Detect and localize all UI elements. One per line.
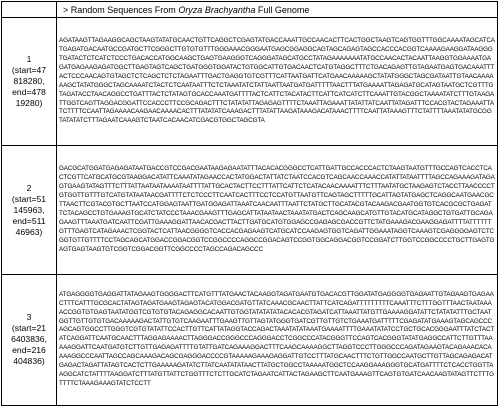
row-number: 3 — [26, 312, 32, 323]
sequence-text: GACGCATGGATGAGAGATAATGACCGTCCGACGAATAAGA… — [59, 165, 495, 253]
sequence-text: ATGAGGGGTGAGGATTATAGAAGTGGGGACTTCATGTTTA… — [59, 290, 495, 387]
row-range-line: 6403836, — [11, 334, 47, 345]
header-title-cell: > Random Sequences From Oryza Brachyanth… — [56, 0, 498, 19]
header-prefix: > Random Sequences From — [63, 4, 179, 15]
sequence-text: AGATAAGTTAGAAGGCAGCTAAGTATATGCAACTGTTCAG… — [59, 37, 495, 125]
row-range-line: 818280, — [13, 76, 45, 87]
header-empty-cell — [1, 0, 57, 19]
row-number: 1 — [26, 54, 32, 65]
row-range-line: end=216 — [12, 345, 46, 356]
row-label-cell: 1 (start=47 818280, end=478 19280) — [1, 17, 57, 147]
row-range-line: (start=51 — [11, 193, 47, 204]
row-range-line: (start=47 — [11, 65, 47, 76]
row-range-line: 145963, — [13, 204, 45, 215]
row-range-line: (start=21 — [11, 323, 47, 334]
sequence-cell: AGATAAGTTAGAAGGCAGCTAAGTATATGCAACTGTTCAG… — [56, 17, 498, 147]
row-range-line: end=511 — [12, 215, 46, 226]
table-row: 2 (start=51 145963, end=511 46963) GACGC… — [1, 145, 498, 275]
row-range-line: 19280) — [15, 98, 43, 109]
table-row: 1 (start=47 818280, end=478 19280) AGATA… — [1, 17, 498, 147]
sequence-cell: ATGAGGGGTGAGGATTATAGAAGTGGGGACTTCATGTTTA… — [56, 273, 498, 407]
header-organism: Oryza Brachyantha — [178, 4, 256, 15]
sequence-cell: GACGCATGGATGAGAGATAATGACCGTCCGACGAATAAGA… — [56, 145, 498, 275]
table-header-row: > Random Sequences From Oryza Brachyanth… — [1, 0, 498, 19]
row-label-cell: 3 (start=21 6403836, end=216 404836) — [1, 273, 57, 407]
table-row: 3 (start=21 6403836, end=216 404836) ATG… — [1, 273, 498, 407]
row-range-line: end=478 — [12, 87, 46, 98]
row-range-line: 46963) — [15, 226, 43, 237]
row-label-cell: 2 (start=51 145963, end=511 46963) — [1, 145, 57, 275]
row-number: 2 — [26, 182, 32, 193]
header-suffix: Full Genome — [255, 4, 310, 15]
row-range-line: 404836) — [13, 356, 45, 367]
